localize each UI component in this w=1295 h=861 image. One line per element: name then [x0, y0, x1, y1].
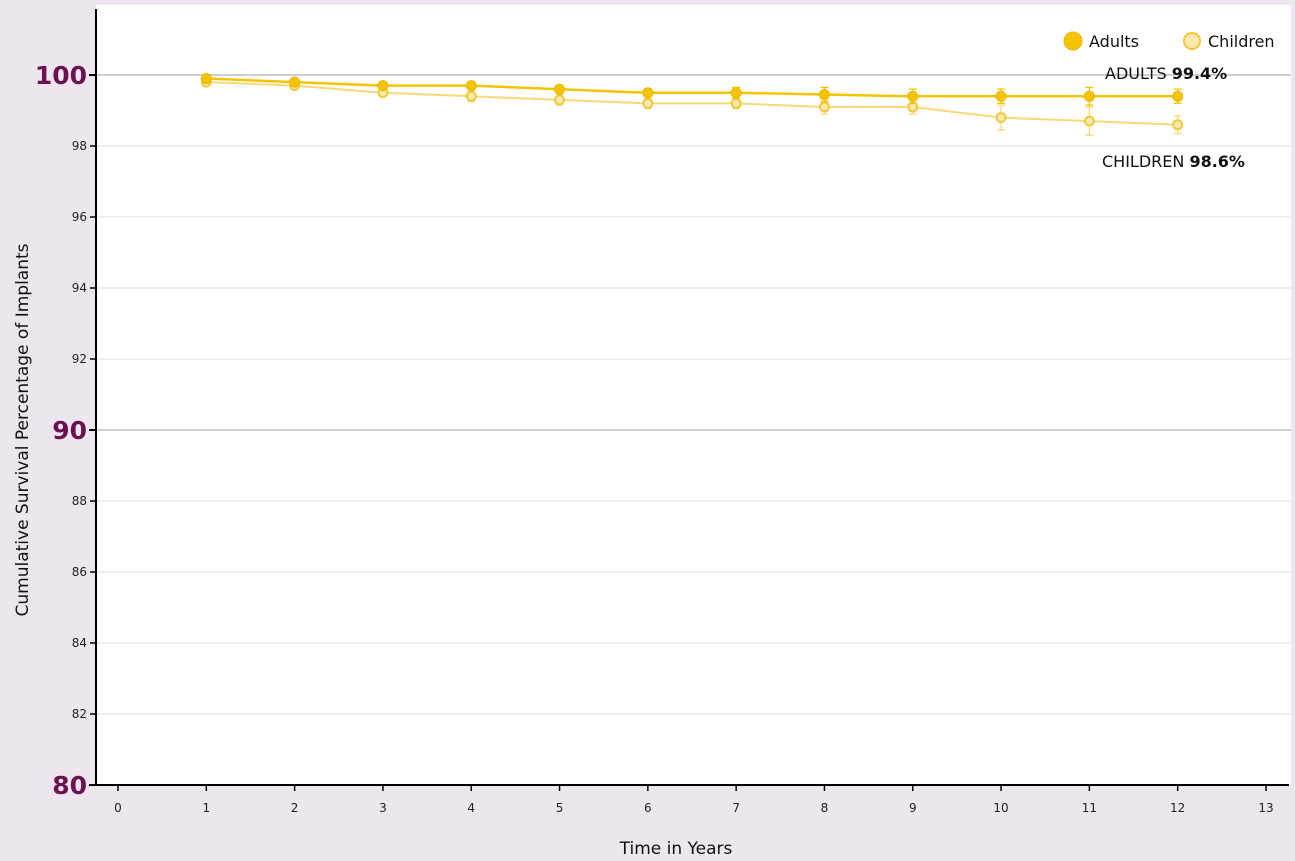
- y-tick-label-84: 84: [72, 636, 87, 650]
- point-adults-4: [465, 80, 477, 92]
- point-children-5: [554, 94, 566, 106]
- point-children-4: [465, 90, 477, 102]
- y-tick-label-100: 100: [35, 61, 87, 90]
- y-tick-label-94: 94: [72, 281, 87, 295]
- x-tick-label-9: 9: [909, 801, 917, 815]
- x-tick-label-12: 12: [1170, 801, 1185, 815]
- annotation-adults-prefix: ADULTS: [1105, 64, 1172, 83]
- x-tick-label-8: 8: [821, 801, 829, 815]
- x-axis-title: Time in Years: [619, 839, 733, 859]
- legend-marker-children: [1183, 32, 1201, 50]
- x-tick-label-1: 1: [202, 801, 210, 815]
- label-layer: Time in Years Cumulative Survival Percent…: [13, 31, 1275, 859]
- y-axis-title: Cumulative Survival Percentage of Implan…: [13, 243, 33, 616]
- y-tick-label-80: 80: [52, 771, 87, 800]
- legend-label-adults: Adults: [1089, 32, 1139, 51]
- series-layer: [200, 73, 1184, 137]
- point-adults-7: [730, 87, 742, 99]
- x-tick-label-13: 13: [1258, 801, 1273, 815]
- point-children-12: [1172, 119, 1184, 131]
- point-children-10: [995, 112, 1007, 124]
- x-tick-label-11: 11: [1082, 801, 1097, 815]
- x-tick-label-0: 0: [114, 801, 122, 815]
- grid-layer: [96, 74, 1291, 715]
- y-tick-label-88: 88: [72, 494, 87, 508]
- x-tick-label-5: 5: [556, 801, 564, 815]
- y-tick-label-86: 86: [72, 565, 87, 579]
- x-tick-label-4: 4: [467, 801, 475, 815]
- x-tick-label-6: 6: [644, 801, 652, 815]
- point-adults-2: [289, 76, 301, 88]
- y-tick-label-98: 98: [72, 139, 87, 153]
- point-adults-6: [642, 87, 654, 99]
- x-tick-label-7: 7: [732, 801, 740, 815]
- point-children-8: [818, 101, 830, 113]
- x-tick-label-2: 2: [291, 801, 299, 815]
- point-adults-9: [907, 90, 919, 102]
- point-adults-12: [1172, 90, 1184, 102]
- series-line-children: [206, 81, 1178, 126]
- legend-marker-adults: [1063, 31, 1083, 51]
- point-adults-10: [995, 90, 1007, 102]
- point-children-11: [1083, 115, 1095, 127]
- y-tick-label-90: 90: [52, 416, 87, 445]
- point-adults-1: [200, 73, 212, 85]
- annotation-adults-value: 99.4%: [1172, 64, 1228, 83]
- annotation-adults: ADULTS 99.4%: [1105, 64, 1227, 83]
- x-tick-label-10: 10: [993, 801, 1008, 815]
- y-tick-label-92: 92: [72, 352, 87, 366]
- annotation-children-prefix: CHILDREN: [1102, 152, 1189, 171]
- annotation-children-value: 98.6%: [1189, 152, 1245, 171]
- point-children-6: [642, 97, 654, 109]
- point-adults-11: [1083, 90, 1095, 102]
- series-line-adults: [206, 77, 1178, 98]
- annotation-children: CHILDREN 98.6%: [1102, 152, 1245, 171]
- legend-label-children: Children: [1208, 32, 1275, 51]
- point-adults-3: [377, 80, 389, 92]
- point-adults-8: [818, 89, 830, 101]
- x-tick-label-3: 3: [379, 801, 387, 815]
- point-adults-5: [554, 83, 566, 95]
- point-children-7: [730, 97, 742, 109]
- y-tick-label-96: 96: [72, 210, 87, 224]
- y-tick-label-82: 82: [72, 707, 87, 721]
